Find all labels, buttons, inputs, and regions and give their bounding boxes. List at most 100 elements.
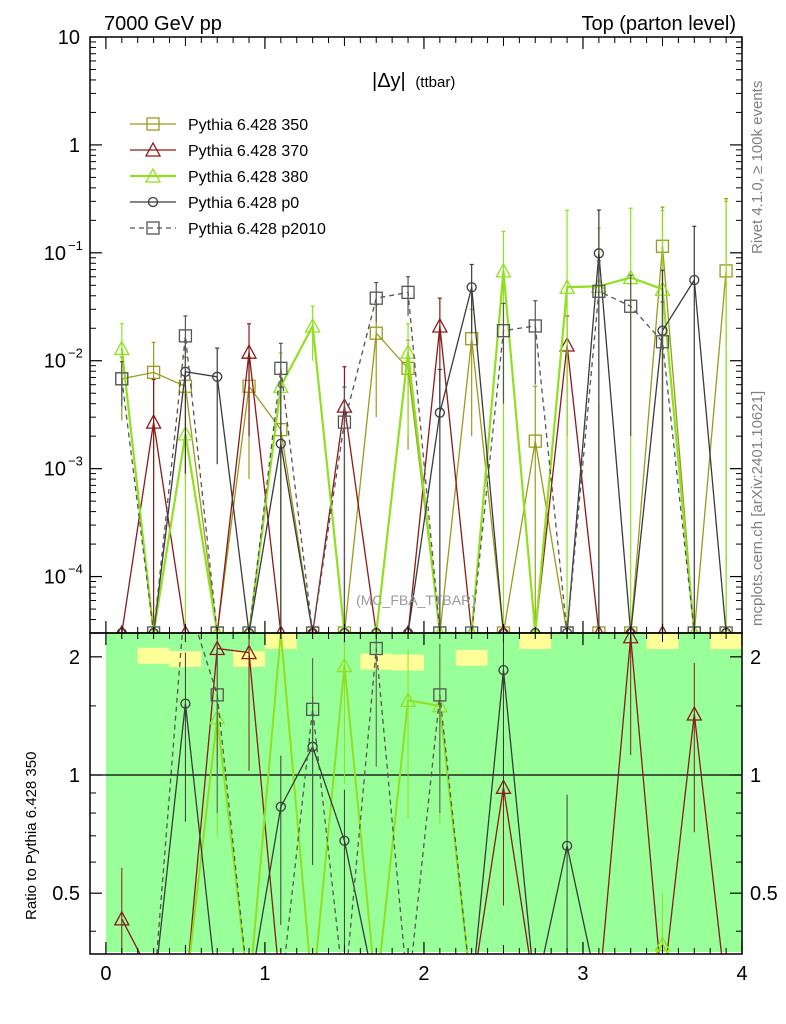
legend-marker-1 (144, 141, 162, 157)
data-point (689, 274, 700, 286)
plot-title-main: |Δy| (372, 70, 406, 92)
ratio-y-tick-label-right: 0.5 (750, 883, 778, 905)
data-point (337, 415, 352, 429)
ratio-line-4 (156, 633, 469, 954)
data-point (275, 438, 286, 449)
x-tick-label: 4 (736, 963, 747, 985)
ratio-band (90, 633, 742, 952)
data-point (304, 317, 321, 333)
top-right-label: Top (parton level) (581, 13, 736, 35)
legend-label-2: Pythia 6.428 380 (188, 169, 308, 186)
ratio-y-tick-label-left: 2 (69, 647, 80, 669)
ratio-point (113, 910, 130, 926)
legend-label-1: Pythia 6.428 370 (188, 143, 308, 160)
ratio-y-tick-label-right: 1 (750, 765, 761, 787)
ratio-point (399, 691, 417, 707)
ratio-line-2 (189, 633, 670, 954)
series-line-0 (121, 246, 727, 633)
main-y-tick-label: 10 (44, 459, 66, 481)
data-point (655, 335, 670, 349)
ratio-y-tick-label-right: 2 (750, 647, 761, 669)
analysis-watermark: (MC_FBA_TTBAR) (356, 592, 476, 608)
plot-title: |Δy| (ttbar) (372, 70, 455, 92)
legend-label-4: Pythia 6.428 p2010 (188, 221, 326, 238)
main-y-tick-exponent: −1 (68, 238, 83, 253)
plot-title-suffix: (ttbar) (415, 74, 455, 91)
ratio-y-tick-label-left: 1 (69, 765, 80, 787)
main-y-tick-label: 1 (69, 135, 80, 157)
data-point (528, 434, 542, 448)
legend-label-0: Pythia 6.428 350 (188, 117, 308, 134)
data-point (434, 407, 446, 418)
data-point (399, 343, 417, 359)
x-tick-label: 3 (577, 963, 588, 985)
data-point (146, 365, 161, 380)
ratio-y-tick-label-left: 0.5 (52, 883, 80, 905)
ratio-point (369, 641, 383, 656)
data-point (240, 343, 258, 359)
data-point (369, 326, 383, 340)
ratio-point (622, 633, 639, 644)
ratio-band-inner (519, 633, 552, 649)
main-y-tick-exponent: −3 (68, 454, 83, 469)
series-line-1 (121, 325, 727, 633)
legend-marker-2 (144, 167, 162, 183)
main-series-layer (113, 198, 733, 633)
series-line-4 (121, 290, 727, 633)
ratio-point (498, 664, 509, 676)
ratio-series-layer (113, 633, 723, 954)
main-y-tick-exponent: −4 (68, 562, 83, 577)
data-point (592, 284, 606, 298)
data-point (496, 324, 511, 338)
data-point (431, 317, 448, 333)
data-point (401, 285, 415, 300)
main-y-tick-label: 10 (44, 243, 66, 265)
ratio-line-1 (121, 636, 723, 954)
series-line-2 (120, 270, 727, 633)
ratio-point (180, 698, 191, 709)
ratio-point (210, 688, 224, 702)
data-point (495, 262, 512, 278)
ratio-band-inner (455, 649, 488, 666)
data-point (178, 329, 193, 343)
data-point (466, 282, 477, 293)
ratio-point (561, 840, 573, 852)
data-point (145, 413, 162, 429)
data-point (212, 371, 223, 382)
ratio-series-group (113, 633, 723, 954)
ratio-point (495, 779, 512, 795)
data-point (115, 372, 129, 386)
data-point (274, 361, 288, 376)
main-y-tick-label: 10 (44, 351, 66, 373)
legend-marker-0 (146, 117, 160, 131)
ratio-point (275, 801, 286, 812)
legend-label-3: Pythia 6.428 p0 (188, 195, 299, 212)
ratio-point (433, 688, 447, 702)
legend-marker-3 (147, 196, 159, 208)
x-tick-label: 1 (259, 963, 270, 985)
data-point (624, 299, 638, 313)
x-tick-label: 0 (100, 963, 111, 985)
legend-marker-4 (146, 221, 160, 235)
ratio-band-inner (137, 647, 170, 664)
data-point (558, 278, 576, 294)
data-point (593, 248, 605, 259)
side-label-top: Rivet 4.1.0, ≥ 100k events (749, 81, 766, 254)
ratio-plot-frame (89, 632, 743, 955)
side-label-bottom: mcplots.cern.ch [arXiv:2401.10621] (749, 391, 766, 626)
ratio-point (240, 644, 258, 660)
series-line-3 (121, 253, 727, 633)
top-left-label: 7000 GeV pp (104, 13, 222, 35)
data-point (369, 291, 383, 305)
main-y-tick-exponent: −2 (68, 346, 83, 361)
legend: Pythia 6.428 350 Pythia 6.428 370 Pythia 6… (130, 117, 326, 238)
ratio-point (339, 835, 350, 846)
ratio-point (686, 705, 703, 721)
main-y-tick-label: 10 (58, 27, 80, 49)
data-point (113, 340, 130, 356)
main-series-group (113, 198, 733, 633)
main-y-tick-label: 10 (44, 567, 66, 589)
ratio-point (305, 702, 320, 716)
